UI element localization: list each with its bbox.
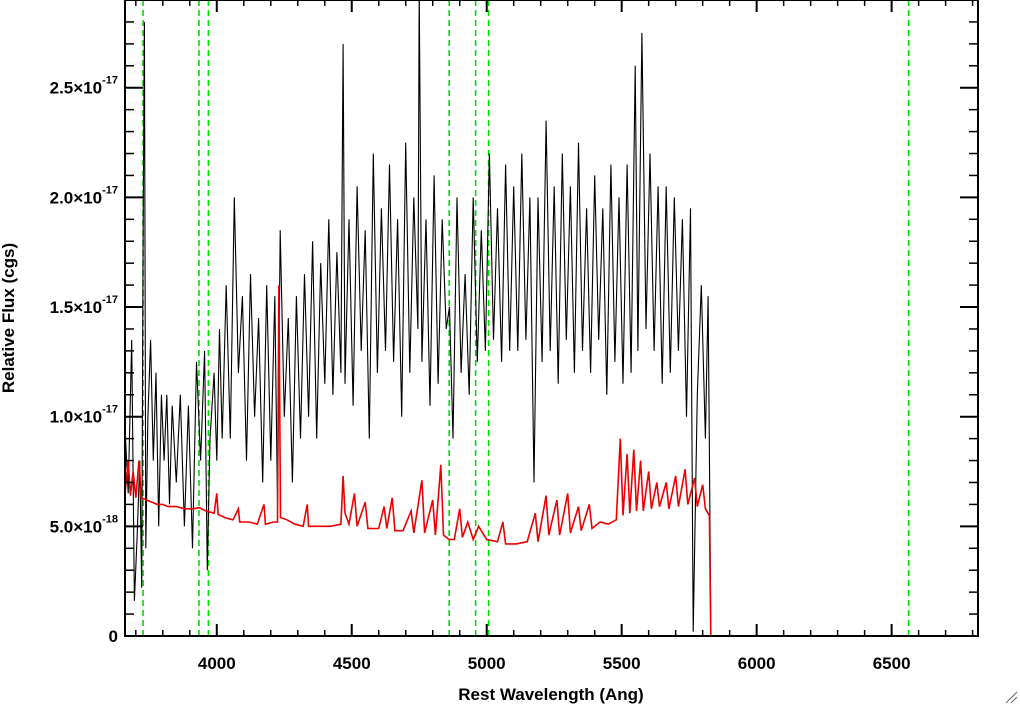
y-tick-label: 1.5×10-17 xyxy=(50,294,118,317)
x-tick-label-4000: 4000 xyxy=(198,654,236,673)
y-tick-label: 0 xyxy=(109,627,118,646)
y-tick-label: 2.5×10-17 xyxy=(50,75,118,98)
y-tick-label: 1.0×10-17 xyxy=(50,404,118,427)
y-tick-label: 5.0×10-18 xyxy=(50,513,118,536)
series-2-line xyxy=(124,285,978,637)
x-tick-label-6500: 6500 xyxy=(873,654,911,673)
y-axis-title: Relative Flux (cgs) xyxy=(0,243,18,393)
plot-frame xyxy=(124,0,979,637)
x-axis-title: Rest Wavelength (Ang) xyxy=(458,685,643,704)
resize-grip-icon[interactable] xyxy=(1004,690,1018,704)
y-axis: 0 5.0×10-18 1.0×10-17 1.5×10-17 2.0×10-17 2.5… xyxy=(50,21,978,646)
x-tick-label-5000: 5000 xyxy=(468,654,506,673)
x-tick-label-5500: 5500 xyxy=(603,654,641,673)
y-tick-label: 2.0×10-17 xyxy=(50,184,118,207)
x-tick-label-6000: 6000 xyxy=(738,654,776,673)
x-axis: 4000 4500 5000 5500 6000 6500 xyxy=(135,0,974,673)
x-tick-label-4500: 4500 xyxy=(333,654,371,673)
series-1-line xyxy=(124,0,978,637)
series-layer xyxy=(124,0,978,637)
